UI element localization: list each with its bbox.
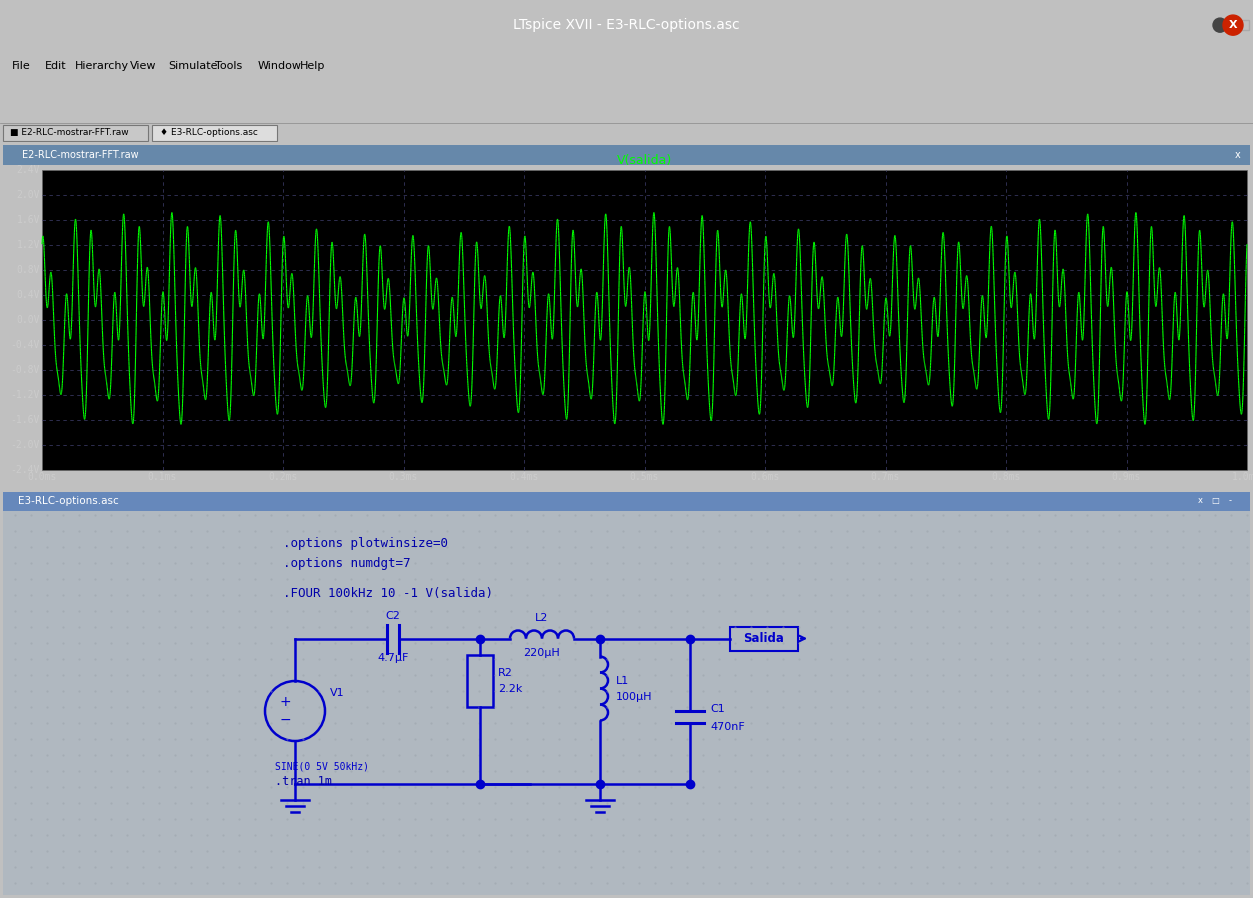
Text: 0.5ms: 0.5ms [630, 472, 659, 482]
Text: 2.2k: 2.2k [497, 683, 523, 693]
Text: -2.4V: -2.4V [10, 465, 40, 475]
Text: -2.0V: -2.0V [10, 440, 40, 451]
Text: .options numdgt=7: .options numdgt=7 [283, 557, 411, 570]
Text: -1.6V: -1.6V [10, 416, 40, 426]
Text: ♦ E3-RLC-options.asc: ♦ E3-RLC-options.asc [160, 128, 258, 137]
Text: 0.7ms: 0.7ms [871, 472, 900, 482]
Text: 0.1ms: 0.1ms [148, 472, 177, 482]
Bar [730, 627, 798, 650]
Text: 1.0ms: 1.0ms [1232, 472, 1253, 482]
Text: 470nF: 470nF [710, 721, 744, 732]
Text: 0.0V: 0.0V [16, 315, 40, 325]
Text: .tran 1m: .tran 1m [274, 774, 332, 788]
Circle shape [1223, 15, 1243, 35]
Text: 0.8ms: 0.8ms [991, 472, 1021, 482]
Text: 1.2V: 1.2V [16, 240, 40, 250]
Text: L1: L1 [616, 675, 629, 685]
Text: Help: Help [299, 61, 326, 72]
Text: E3-RLC-options.asc: E3-RLC-options.asc [18, 496, 119, 506]
Text: V1: V1 [330, 688, 345, 698]
Text: C2: C2 [386, 611, 401, 621]
Text: -0.4V: -0.4V [10, 340, 40, 350]
Text: 0.4ms: 0.4ms [509, 472, 539, 482]
Text: □: □ [1212, 496, 1219, 505]
Text: 0.2ms: 0.2ms [268, 472, 298, 482]
Text: −: − [279, 713, 291, 727]
Text: +: + [279, 695, 291, 709]
Text: Window: Window [258, 61, 302, 72]
Text: 0.8V: 0.8V [16, 265, 40, 275]
Text: 0.3ms: 0.3ms [388, 472, 419, 482]
Text: 220μH: 220μH [524, 647, 560, 657]
Text: -0.8V: -0.8V [10, 365, 40, 375]
Bar [3, 491, 1250, 510]
Text: SINE(0 5V 50kHz): SINE(0 5V 50kHz) [274, 761, 368, 771]
Circle shape [1213, 18, 1227, 32]
Bar [3, 125, 148, 141]
Text: LTspice XVII - E3-RLC-options.asc: LTspice XVII - E3-RLC-options.asc [512, 18, 739, 32]
Text: 2.4V: 2.4V [16, 165, 40, 175]
Text: X: X [1229, 20, 1237, 31]
Bar [152, 125, 277, 141]
Text: x: x [1235, 150, 1240, 160]
Text: -: - [1228, 496, 1232, 505]
Text: R2: R2 [497, 667, 512, 677]
Bar [43, 170, 1247, 471]
Text: x: x [1198, 496, 1203, 505]
Text: V(salida): V(salida) [616, 154, 672, 167]
Text: L2: L2 [535, 612, 549, 622]
Text: 1.6V: 1.6V [16, 215, 40, 225]
Text: 0.6ms: 0.6ms [751, 472, 779, 482]
Text: File: File [13, 61, 31, 72]
Bar [3, 145, 1250, 165]
Text: Simulate: Simulate [168, 61, 218, 72]
Text: Tools: Tools [216, 61, 242, 72]
Bar [467, 655, 492, 707]
Text: Edit: Edit [45, 61, 66, 72]
Text: 2.0V: 2.0V [16, 190, 40, 200]
Bar [1235, 20, 1249, 31]
Text: Hierarchy: Hierarchy [75, 61, 129, 72]
Text: Salida: Salida [743, 632, 784, 645]
Text: 100μH: 100μH [616, 691, 653, 701]
Text: ■ E2-RLC-mostrar-FFT.raw: ■ E2-RLC-mostrar-FFT.raw [10, 128, 129, 137]
Text: C1: C1 [710, 703, 724, 714]
Text: .FOUR 100kHz 10 -1 V(salida): .FOUR 100kHz 10 -1 V(salida) [283, 587, 492, 600]
Text: 4.7μF: 4.7μF [377, 653, 408, 663]
Text: -1.2V: -1.2V [10, 391, 40, 401]
Text: 0.4V: 0.4V [16, 290, 40, 300]
Text: 0.0ms: 0.0ms [28, 472, 56, 482]
Text: .options plotwinsize=0: .options plotwinsize=0 [283, 537, 449, 550]
Text: E2-RLC-mostrar-FFT.raw: E2-RLC-mostrar-FFT.raw [23, 150, 139, 160]
Text: 0.9ms: 0.9ms [1111, 472, 1141, 482]
Text: View: View [130, 61, 157, 72]
